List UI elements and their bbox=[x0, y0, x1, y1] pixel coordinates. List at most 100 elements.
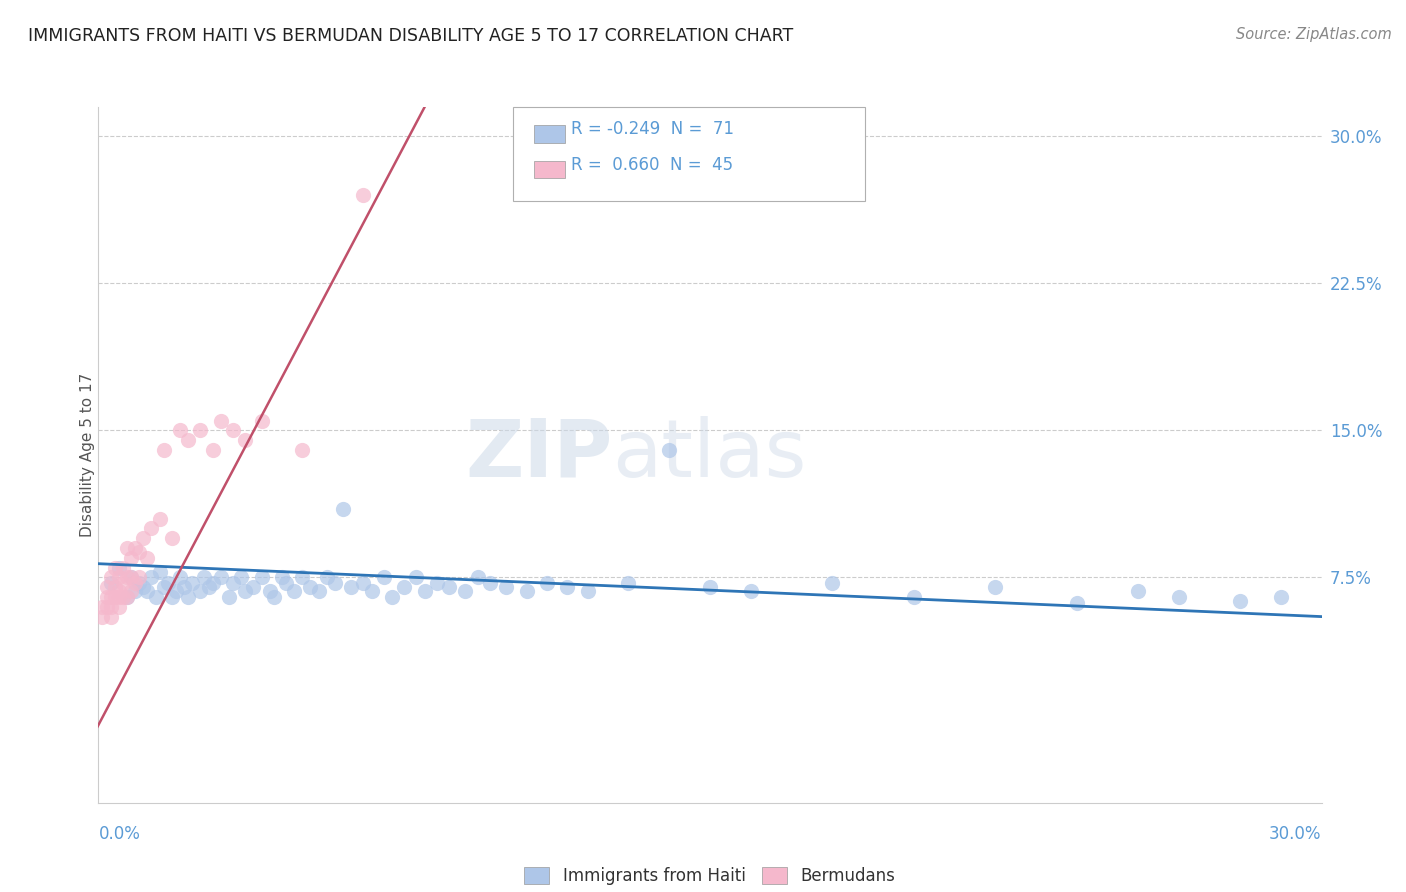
Point bbox=[413, 584, 436, 599]
Point bbox=[740, 584, 762, 599]
Point bbox=[373, 570, 395, 584]
Point bbox=[173, 580, 195, 594]
Point bbox=[91, 599, 114, 614]
Point bbox=[177, 434, 200, 448]
Point bbox=[467, 570, 489, 584]
Point bbox=[108, 570, 131, 584]
Point bbox=[136, 550, 159, 565]
Point bbox=[218, 590, 240, 604]
Text: Source: ZipAtlas.com: Source: ZipAtlas.com bbox=[1236, 27, 1392, 42]
Point bbox=[658, 443, 681, 458]
Legend: Immigrants from Haiti, Bermudans: Immigrants from Haiti, Bermudans bbox=[524, 867, 896, 885]
Point bbox=[141, 521, 163, 535]
Point bbox=[104, 580, 127, 594]
Point bbox=[1167, 590, 1189, 604]
Point bbox=[197, 580, 219, 594]
Point bbox=[283, 584, 305, 599]
Point bbox=[120, 570, 142, 584]
Point bbox=[821, 576, 844, 591]
Point bbox=[149, 511, 172, 525]
Point bbox=[149, 565, 172, 579]
Point bbox=[160, 531, 183, 545]
Point bbox=[1229, 594, 1251, 608]
Point bbox=[516, 584, 538, 599]
Point bbox=[495, 580, 517, 594]
Point bbox=[165, 584, 187, 599]
Point bbox=[177, 590, 200, 604]
Point bbox=[437, 580, 460, 594]
Point bbox=[100, 609, 122, 624]
Point bbox=[201, 443, 224, 458]
Point bbox=[128, 570, 150, 584]
Text: R =  0.660  N =  45: R = 0.660 N = 45 bbox=[571, 156, 733, 174]
Text: 30.0%: 30.0% bbox=[1270, 825, 1322, 843]
Text: 0.0%: 0.0% bbox=[98, 825, 141, 843]
Point bbox=[222, 424, 245, 438]
Point bbox=[181, 576, 204, 591]
Point bbox=[381, 590, 404, 604]
Point bbox=[617, 576, 640, 591]
Point bbox=[360, 584, 382, 599]
Point bbox=[291, 570, 314, 584]
Point bbox=[104, 560, 127, 574]
Point bbox=[426, 576, 449, 591]
Point bbox=[193, 570, 215, 584]
Point bbox=[392, 580, 416, 594]
Point bbox=[120, 550, 142, 565]
Point bbox=[405, 570, 427, 584]
Point bbox=[96, 599, 118, 614]
Point bbox=[132, 580, 155, 594]
Point bbox=[152, 443, 174, 458]
Point bbox=[188, 424, 212, 438]
Text: IMMIGRANTS FROM HAITI VS BERMUDAN DISABILITY AGE 5 TO 17 CORRELATION CHART: IMMIGRANTS FROM HAITI VS BERMUDAN DISABI… bbox=[28, 27, 793, 45]
Point bbox=[132, 531, 155, 545]
Point bbox=[699, 580, 721, 594]
Point bbox=[96, 590, 118, 604]
Point bbox=[115, 590, 138, 604]
Point bbox=[108, 560, 131, 574]
Point bbox=[160, 590, 183, 604]
Point bbox=[315, 570, 337, 584]
Point bbox=[557, 580, 579, 594]
Point bbox=[352, 188, 374, 202]
Point bbox=[141, 570, 163, 584]
Point bbox=[209, 570, 232, 584]
Point bbox=[124, 576, 146, 591]
Text: R = -0.249  N =  71: R = -0.249 N = 71 bbox=[571, 120, 734, 138]
Point bbox=[209, 414, 232, 428]
Point bbox=[124, 584, 146, 599]
Point bbox=[111, 576, 134, 591]
Point bbox=[115, 590, 138, 604]
Point bbox=[323, 576, 346, 591]
Point bbox=[250, 570, 273, 584]
Text: atlas: atlas bbox=[612, 416, 807, 494]
Point bbox=[91, 609, 114, 624]
Point bbox=[1066, 596, 1088, 610]
Point bbox=[111, 590, 134, 604]
Text: ZIP: ZIP bbox=[465, 416, 612, 494]
Point bbox=[100, 570, 122, 584]
Point bbox=[128, 576, 150, 591]
Point bbox=[111, 560, 134, 574]
Point bbox=[169, 424, 191, 438]
Point bbox=[984, 580, 1007, 594]
Point bbox=[231, 570, 253, 584]
Point bbox=[274, 576, 297, 591]
Point bbox=[340, 580, 363, 594]
Point bbox=[120, 584, 142, 599]
Point bbox=[100, 576, 122, 591]
Point bbox=[152, 580, 174, 594]
Point bbox=[242, 580, 264, 594]
Point bbox=[124, 541, 146, 555]
Point bbox=[156, 576, 179, 591]
Point bbox=[903, 590, 925, 604]
Point bbox=[120, 570, 142, 584]
Point bbox=[536, 576, 558, 591]
Point bbox=[136, 584, 159, 599]
Point bbox=[100, 599, 122, 614]
Point bbox=[188, 584, 212, 599]
Point bbox=[259, 584, 281, 599]
Point bbox=[299, 580, 322, 594]
Point bbox=[96, 580, 118, 594]
Y-axis label: Disability Age 5 to 17: Disability Age 5 to 17 bbox=[80, 373, 94, 537]
